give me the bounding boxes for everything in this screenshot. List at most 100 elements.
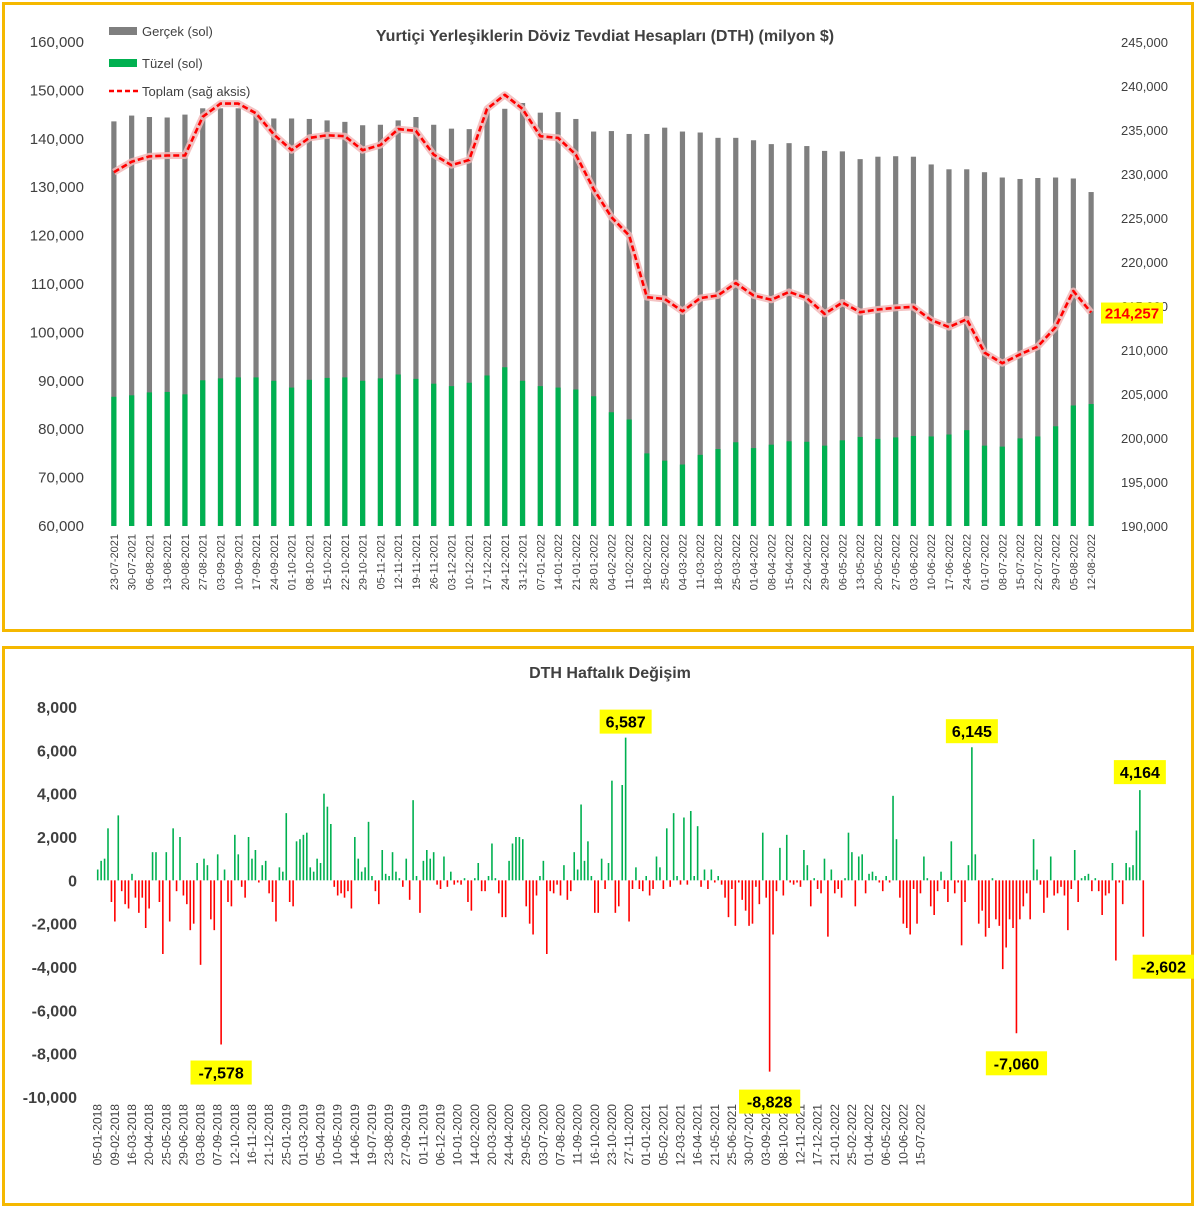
value-callout: -8,828 — [747, 1095, 792, 1112]
x-axis-category-label: 14-01-2022 — [553, 534, 565, 590]
left-axis-tick-label: 60,000 — [38, 518, 84, 535]
x-axis-category-label: 13-05-2022 — [855, 534, 867, 590]
x-axis-category-label: 13-08-2021 — [162, 534, 174, 590]
x-axis-category-label: 28-01-2022 — [589, 534, 601, 590]
x-axis-date-label: 12-11-2021 — [793, 1104, 807, 1165]
tuzel-bar — [484, 375, 490, 526]
tuzel-bar — [893, 437, 899, 526]
tuzel-bar — [662, 460, 668, 526]
gercek-bar — [146, 117, 153, 527]
gercek-bar — [768, 144, 774, 526]
y-axis-tick-label: 0 — [68, 873, 77, 890]
value-callout: -7,578 — [198, 1066, 243, 1083]
tuzel-bar — [768, 444, 774, 526]
x-axis-date-label: 09-02-2018 — [108, 1104, 122, 1166]
x-axis-category-label: 06-08-2021 — [144, 534, 156, 590]
gercek-bar — [1070, 178, 1076, 526]
toplam-line — [113, 93, 1093, 365]
x-axis-category-label: 05-11-2021 — [375, 534, 387, 589]
value-callout-bg — [1113, 760, 1166, 785]
x-axis-date-label: 01-11-2019 — [416, 1104, 430, 1165]
tuzel-bar — [395, 374, 401, 526]
tuzel-bar — [626, 419, 632, 526]
gercek-bar — [697, 132, 703, 526]
tuzel-bar — [1052, 426, 1059, 526]
left-axis-tick-label: 120,000 — [30, 228, 84, 245]
chart-title: Yurtiçi Yerleşiklerin Döviz Tevdiat Hesa… — [376, 28, 834, 45]
tuzel-bar — [750, 448, 757, 526]
gercek-bar — [413, 117, 419, 527]
tuzel-bar — [804, 441, 810, 526]
tuzel-bar — [182, 394, 188, 526]
gercek-bar — [377, 124, 384, 526]
right-axis-tick-label: 200,000 — [1121, 431, 1168, 446]
x-axis-category-label: 08-04-2022 — [766, 534, 778, 590]
gercek-bar — [573, 118, 579, 527]
dth-stock-chart: Yurtiçi Yerleşiklerin Döviz Tevdiat Hesa… — [30, 24, 1168, 590]
y-axis-tick-label: -2,000 — [32, 917, 77, 934]
tuzel-bar — [502, 367, 508, 526]
right-axis-tick-label: 230,000 — [1121, 167, 1168, 182]
x-axis-date-label: 29-05-2020 — [519, 1104, 533, 1166]
x-axis-date-label: 25-02-2022 — [845, 1104, 859, 1166]
y-axis-tick-label: -10,000 — [23, 1090, 77, 1107]
x-axis-category-label: 06-05-2022 — [837, 534, 849, 590]
gercek-bar — [342, 121, 348, 527]
toplam-last-value-callout: 214,257 — [1105, 306, 1159, 323]
left-axis-tick-label: 110,000 — [31, 276, 84, 293]
x-axis-category-label: 17-09-2021 — [251, 534, 263, 590]
tuzel-bar — [217, 378, 224, 526]
x-axis-date-label: 07-09-2018 — [211, 1104, 225, 1166]
x-axis-date-label: 01-03-2019 — [296, 1104, 310, 1166]
x-axis-date-label: 03-09-2021 — [759, 1104, 773, 1166]
gercek-bar — [893, 156, 899, 526]
right-axis-tick-label: 190,000 — [1121, 519, 1168, 534]
gercek-bar — [200, 108, 206, 527]
gercek-bar — [804, 146, 810, 526]
x-axis-date-label: 21-05-2021 — [708, 1104, 722, 1166]
right-axis-tick-label: 235,000 — [1121, 123, 1168, 138]
gercek-bar — [591, 131, 597, 526]
tuzel-bar — [431, 383, 437, 526]
x-axis-date-label: 06-05-2022 — [879, 1104, 893, 1166]
gercek-bar — [608, 131, 614, 526]
x-axis-date-label: 01-01-2021 — [639, 1104, 653, 1166]
value-callout-bg — [945, 719, 998, 744]
x-axis-date-label: 05-04-2019 — [314, 1104, 328, 1166]
left-axis-tick-label: 90,000 — [38, 373, 84, 390]
chart-title: DTH Haftalık Değişim — [529, 665, 691, 682]
gercek-bar — [537, 112, 543, 526]
legend-swatch — [109, 27, 137, 35]
x-axis-category-label: 15-10-2021 — [322, 534, 334, 590]
value-callout: 4,164 — [1120, 765, 1160, 782]
tuzel-bar — [377, 378, 384, 526]
tuzel-bar — [360, 380, 366, 526]
gercek-bar — [182, 114, 188, 526]
x-axis-date-label: 10-05-2019 — [331, 1104, 345, 1166]
value-callout-bg — [190, 1060, 252, 1085]
x-axis-category-label: 04-02-2022 — [606, 534, 618, 590]
left-axis-tick-label: 160,000 — [30, 34, 84, 51]
tuzel-bar — [910, 435, 917, 526]
gercek-bar — [484, 108, 490, 527]
x-axis-category-label: 05-08-2022 — [1068, 534, 1080, 590]
x-axis-category-label: 22-04-2022 — [802, 534, 814, 590]
tuzel-bar — [644, 453, 650, 526]
tuzel-bar — [271, 380, 277, 526]
x-axis-date-label: 23-08-2019 — [382, 1104, 396, 1166]
x-axis-category-label: 04-03-2022 — [677, 534, 689, 590]
x-axis-date-label: 12-03-2021 — [673, 1104, 687, 1166]
tuzel-bar — [573, 389, 579, 526]
x-axis-date-label: 10-01-2020 — [451, 1104, 465, 1166]
x-axis-date-label: 03-07-2020 — [536, 1104, 550, 1166]
gercek-bar — [857, 159, 863, 527]
x-axis-category-label: 11-02-2022 — [624, 534, 636, 589]
x-axis-date-label: 25-01-2019 — [279, 1104, 293, 1166]
tuzel-bar — [591, 396, 597, 526]
gercek-bar — [360, 125, 366, 527]
tuzel-bar — [715, 449, 721, 526]
right-axis-tick-label: 245,000 — [1121, 35, 1168, 50]
gercek-bar — [502, 108, 508, 527]
x-axis-category-label: 17-12-2021 — [482, 534, 494, 590]
tuzel-bar — [1070, 405, 1076, 526]
